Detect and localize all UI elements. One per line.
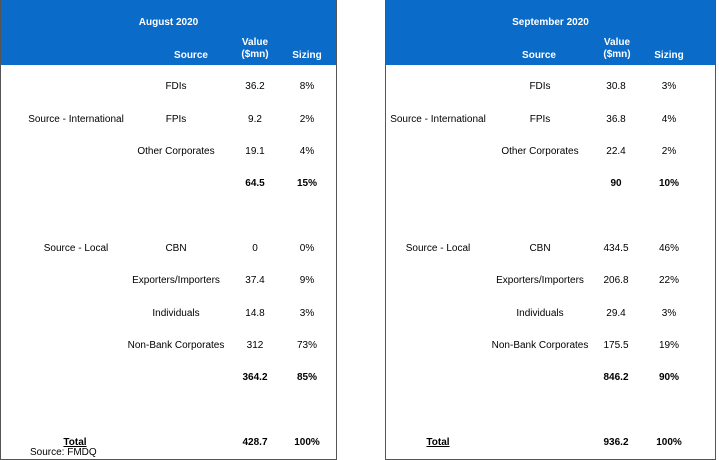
row-name: Individuals [152, 308, 200, 319]
table-header: September 2020 Source Value ($mn) Sizing [386, 0, 715, 65]
total-sizing: 100% [656, 437, 682, 448]
subtotal-value: 64.5 [245, 178, 265, 189]
row-value: 19.1 [245, 146, 265, 157]
subtotal-sizing: 10% [658, 178, 679, 189]
row-name: Individuals [516, 308, 564, 319]
row-sizing: 22% [658, 275, 679, 286]
sizing-column-header: Sizing [654, 50, 684, 61]
subtotal-value: 846.2 [603, 372, 629, 383]
subtotal-value: 90 [610, 178, 622, 189]
row-sizing: 19% [658, 340, 679, 351]
sizing-column-header: Sizing [292, 50, 322, 61]
row-sizing: 4% [299, 146, 315, 157]
subtotal-sizing: 85% [296, 372, 317, 383]
august-2020-table: August 2020 Source Value ($mn) Sizing So… [0, 0, 337, 460]
row-name: Non-Bank Corporates [491, 340, 589, 351]
row-name: Non-Bank Corporates [127, 340, 225, 351]
row-name: FDIs [165, 81, 187, 92]
row-name: FPIs [165, 114, 187, 125]
row-name: FDIs [529, 81, 551, 92]
row-name: Other Corporates [501, 146, 579, 157]
table-header: August 2020 Source Value ($mn) Sizing [1, 0, 336, 65]
row-value: 14.8 [245, 308, 265, 319]
row-value: 312 [246, 340, 264, 351]
group-label-international: Source - International [28, 114, 124, 125]
row-sizing: 0% [299, 243, 315, 254]
row-sizing: 4% [661, 114, 677, 125]
row-name: CBN [529, 243, 551, 254]
period-title: August 2020 [138, 17, 199, 28]
row-name: Other Corporates [137, 146, 215, 157]
row-name: CBN [165, 243, 187, 254]
row-sizing: 3% [299, 308, 315, 319]
period-title: September 2020 [512, 17, 589, 28]
row-name: Exporters/Importers [132, 275, 220, 286]
source-column-header: Source [174, 50, 208, 61]
total-sizing: 100% [294, 437, 320, 448]
total-label: Total [426, 437, 450, 448]
source-column-header: Source [522, 50, 556, 61]
total-label: Total [63, 437, 87, 448]
total-value: 428.7 [242, 437, 268, 448]
row-value: 9.2 [248, 114, 262, 125]
row-value: 29.4 [606, 308, 626, 319]
row-sizing: 3% [661, 308, 677, 319]
row-value: 37.4 [245, 275, 265, 286]
subtotal-value: 364.2 [242, 372, 268, 383]
group-label-international: Source - International [390, 114, 486, 125]
row-sizing: 2% [661, 146, 677, 157]
row-value: 30.8 [606, 81, 626, 92]
row-value: 36.8 [606, 114, 626, 125]
subtotal-sizing: 15% [296, 178, 317, 189]
value-column-header: Value ($mn) [603, 37, 631, 60]
row-value: 0 [252, 243, 258, 254]
row-value: 434.5 [603, 243, 629, 254]
row-sizing: 8% [299, 81, 315, 92]
row-sizing: 3% [661, 81, 677, 92]
september-2020-table: September 2020 Source Value ($mn) Sizing… [385, 0, 716, 460]
subtotal-sizing: 90% [658, 372, 679, 383]
row-value: 206.8 [603, 275, 629, 286]
row-sizing: 9% [299, 275, 315, 286]
total-value: 936.2 [603, 437, 629, 448]
value-column-header: Value ($mn) [241, 37, 269, 60]
row-value: 175.5 [603, 340, 629, 351]
group-label-local: Source - Local [405, 243, 471, 254]
row-name: FPIs [529, 114, 551, 125]
row-value: 36.2 [245, 81, 265, 92]
row-name: Exporters/Importers [496, 275, 584, 286]
row-sizing: 46% [658, 243, 679, 254]
row-sizing: 73% [296, 340, 317, 351]
group-label-local: Source - Local [43, 243, 109, 254]
row-value: 22.4 [606, 146, 626, 157]
row-sizing: 2% [299, 114, 315, 125]
